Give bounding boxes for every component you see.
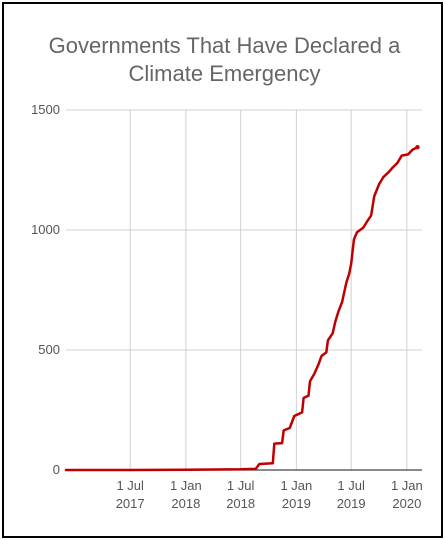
x-tick-label-2-line-1: 1 Jul (227, 478, 255, 493)
chart-title: Governments That Have Declared a Climate… (4, 32, 445, 88)
x-tick-label-1-line-2: 2018 (171, 496, 200, 511)
x-tick-label-0-line-2: 2017 (116, 496, 145, 511)
y-tick-label-3: 1500 (31, 102, 60, 117)
y-tick-label-2: 1000 (31, 222, 60, 237)
chart-title-line-1: Governments That Have Declared a (48, 33, 401, 58)
x-tick-label-5-line-1: 1 Jan (391, 478, 423, 493)
x-tick-label-4-line-2: 2019 (337, 496, 366, 511)
y-tick-label-1: 500 (38, 342, 60, 357)
chart-title-line-2: Climate Emergency (128, 61, 321, 86)
y-tick-label-0: 0 (53, 462, 60, 477)
line-chart: 0 500 1000 1500 1 Jul 2017 1 Jan 2018 1 Jul 2018 1… (31, 102, 423, 511)
x-tick-label-1-line-1: 1 Jan (170, 478, 202, 493)
x-tick-label-5-line-2: 2020 (392, 496, 421, 511)
series-end-point-0 (415, 145, 420, 150)
series-line-0 (64, 145, 419, 472)
x-tick-label-0-line-1: 1 Jul (116, 478, 144, 493)
x-tick-label-4-line-1: 1 Jul (337, 478, 365, 493)
x-tick-label-3-line-2: 2019 (282, 496, 311, 511)
x-tick-label-3-line-1: 1 Jan (280, 478, 312, 493)
x-tick-label-2-line-2: 2018 (226, 496, 255, 511)
